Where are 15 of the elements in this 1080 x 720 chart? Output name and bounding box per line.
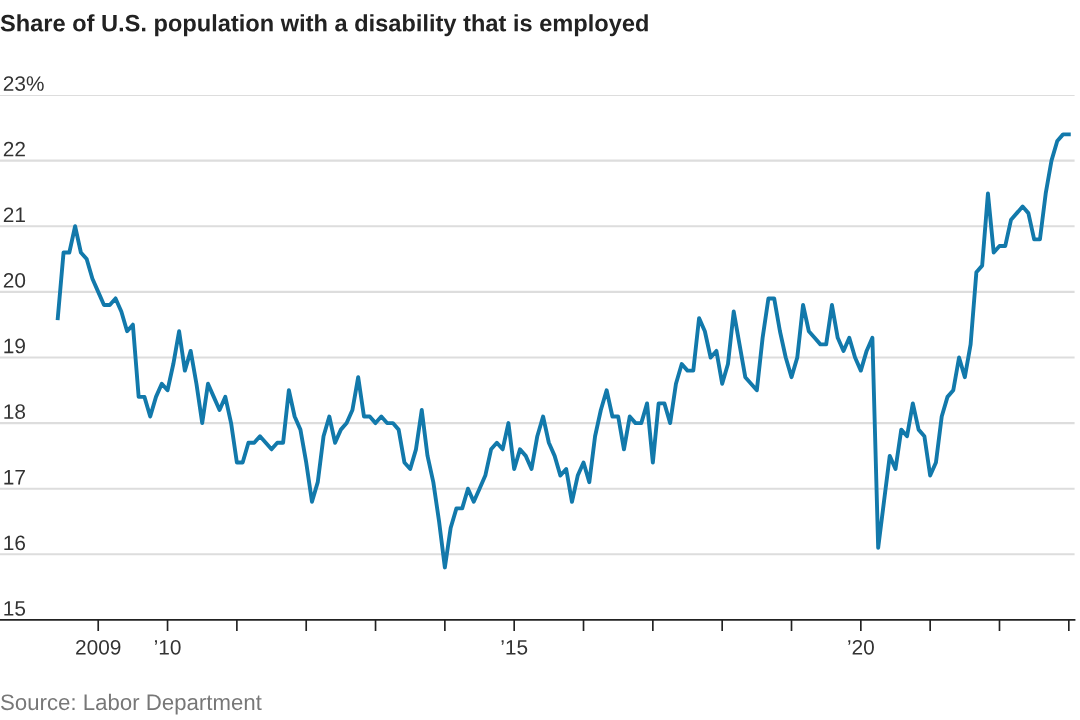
y-tick-label: 18	[4, 404, 26, 419]
y-tick-label: 23%	[3, 76, 44, 91]
y-tick-label: 22	[3, 141, 25, 157]
x-tick-label: ’20	[848, 639, 874, 655]
y-tick-label: 20	[3, 273, 26, 288]
x-tick-label: ’15	[501, 640, 528, 655]
source-note: Source: Labor Department	[1, 693, 262, 715]
y-tick-label: 21	[3, 207, 25, 222]
x-tick-label: 2009	[76, 639, 121, 655]
y-tick-label: 19	[4, 338, 25, 354]
x-tick-label: ’10	[154, 639, 181, 655]
y-tick-label: 15	[4, 601, 26, 616]
y-tick-label: 17	[4, 470, 25, 485]
y-tick-label: 16	[4, 535, 26, 551]
chart-title: Share of U.S. population with a disability that is employed	[0, 14, 648, 37]
